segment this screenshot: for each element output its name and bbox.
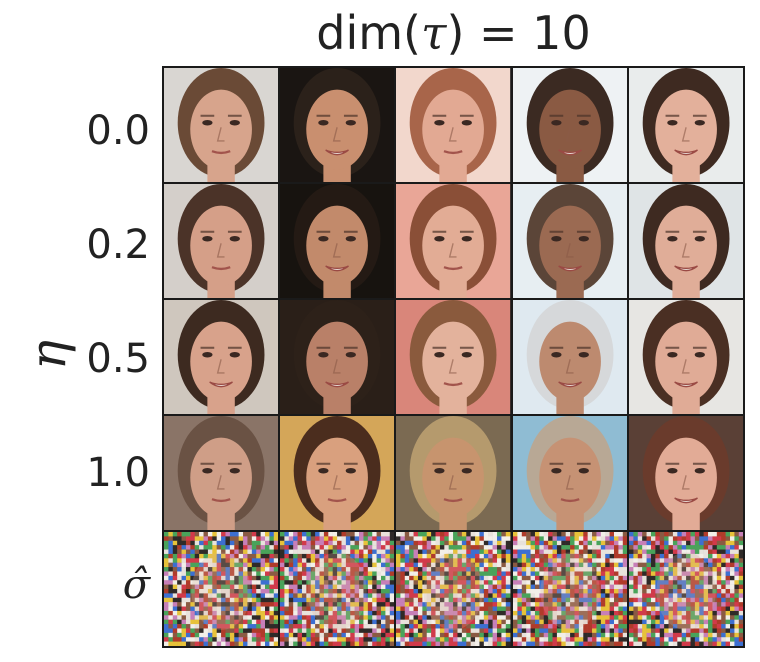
face-image-r1-c3 [512,184,627,298]
face-image-r3-c3 [512,416,627,530]
face-image-r0-c4 [628,68,743,182]
face-image-r1-c1 [280,184,395,298]
face-image-r0-c3 [512,68,627,182]
face-image-r0-c0 [164,68,279,182]
face-image-r0-c1 [280,68,395,182]
face-image-r3-c0 [164,416,279,530]
row-label-4: σ̂ [122,562,150,608]
face-image-r3-c1 [280,416,395,530]
face-image-r3-c4 [628,416,743,530]
face-image-r2-c2 [396,300,511,414]
face-image-r3-c2 [396,416,511,530]
noise-image-r4-c1 [280,532,395,646]
noise-image-r4-c0 [164,532,279,646]
row-label-1: 0.2 [86,222,150,268]
noise-image-r4-c4 [628,532,743,646]
image-grid [162,66,745,648]
noise-image-r4-c2 [396,532,511,646]
face-image-r2-c0 [164,300,279,414]
face-image-r1-c4 [628,184,743,298]
title-symbol: τ [421,6,447,60]
row-label-3: 1.0 [86,450,150,496]
face-image-r1-c2 [396,184,511,298]
noise-image-r4-c3 [512,532,627,646]
row-label-0: 0.0 [86,108,150,154]
figure-title: dim(τ) = 10 [162,6,745,60]
title-prefix: dim( [316,6,421,60]
row-label-2: 0.5 [86,336,150,382]
face-image-r0-c2 [396,68,511,182]
face-image-r2-c4 [628,300,743,414]
face-image-r2-c1 [280,300,395,414]
title-suffix: ) = 10 [446,6,591,60]
face-image-r2-c3 [512,300,627,414]
face-image-r1-c0 [164,184,279,298]
